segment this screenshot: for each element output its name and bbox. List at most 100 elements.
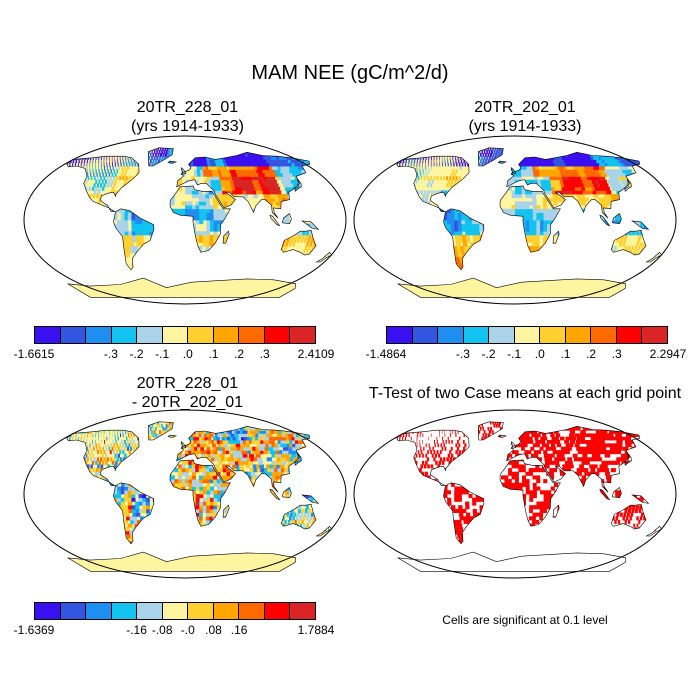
panel-2-title: 20TR_202_01 (yrs 1914-1933)	[350, 98, 700, 136]
panel-2-title-line2: (yrs 1914-1933)	[468, 118, 582, 135]
coastline-madagascar	[222, 230, 230, 244]
colorbar-3-swatch	[213, 603, 240, 619]
coastline-great-britain	[510, 441, 517, 449]
colorbar-1-swatch	[290, 327, 316, 343]
coastline-eurasia	[176, 425, 311, 493]
panel-1-title-line1: 20TR_228_01	[136, 99, 239, 116]
map-border	[23, 409, 347, 579]
colorbar-1-swatch	[60, 327, 87, 343]
coastline-greenland	[477, 147, 504, 167]
coastline-sumatra	[269, 214, 281, 227]
coastline-south-america	[443, 208, 485, 271]
coastline-north-america	[396, 155, 470, 212]
coastline-eurasia	[506, 151, 641, 219]
map-border	[23, 135, 347, 305]
colorbar-2-swatch	[591, 327, 617, 343]
map-border	[353, 409, 677, 579]
colorbar-1-labels-tick: -.1	[155, 347, 170, 361]
coastline-antarctica	[397, 551, 627, 572]
coastline-antarctica	[67, 277, 297, 298]
colorbar-2-labels-tick: -.2	[481, 347, 496, 361]
colorbar-1-swatch	[35, 327, 61, 343]
colorbar-2-swatch	[642, 327, 668, 343]
coastline-eurasia	[506, 425, 641, 493]
coastline-eurasia	[176, 151, 311, 219]
colorbar-3-swatch	[111, 603, 138, 619]
colorbar-2-labels-tick: .1	[560, 347, 571, 361]
colorbar-2-swatch	[489, 327, 515, 343]
colorbar-1-labels-tick: -.2	[129, 347, 144, 361]
coastline-africa	[499, 185, 561, 253]
coastline-greenland	[147, 421, 174, 441]
colorbar-1-swatch	[213, 327, 240, 343]
panel-3-title-line2: - 20TR_202_01	[131, 394, 244, 411]
colorbar-1-labels: -1.6615 -.3 -.2 -.1 .0 .1 .2 .3 2.4109	[14, 347, 335, 361]
coastline-madagascar	[552, 504, 560, 518]
coastline-borneo	[282, 487, 292, 499]
colorbar-1-swatch	[86, 327, 112, 343]
colorbar-3-labels-tick: -.16	[126, 623, 147, 637]
colorbar-1-swatch	[137, 327, 163, 343]
colorbar-3-labels-tick: .08	[205, 623, 222, 637]
coastline-australia	[280, 229, 317, 256]
coastline-australia	[610, 229, 647, 256]
coastline-africa	[169, 185, 231, 253]
colorbar-1-labels-tick: .2	[234, 347, 245, 361]
colorbar-1-labels-tick: .3	[259, 347, 270, 361]
colorbar-2-swatch	[540, 327, 566, 343]
panel-3-title: 20TR_228_01 - 20TR_202_01	[25, 374, 350, 412]
coastline-south-america	[113, 208, 155, 271]
colorbar-2-labels-tick: .2	[586, 347, 597, 361]
colorbar-1-swatch	[264, 327, 291, 343]
coastline-new-guinea	[631, 220, 650, 230]
colorbar-2-labels-tick: -1.4864	[365, 347, 407, 361]
map-border	[353, 135, 677, 305]
coastline-greenland	[477, 421, 504, 441]
coastline-australia	[280, 503, 317, 530]
coastline-japan	[624, 177, 632, 192]
colorbar-3-swatch	[239, 603, 265, 619]
coastline-japan	[294, 177, 302, 192]
colorbar-2-labels-tick: -.1	[507, 347, 522, 361]
colorbar-3-labels-tick: -.0	[180, 623, 195, 637]
colorbar-1	[34, 326, 316, 344]
significance-note: Cells are significant at 0.1 level	[442, 613, 608, 627]
colorbar-3-swatch	[188, 603, 214, 619]
colorbar-3-labels: -1.6369 -.16 -.08 -.0 .08 .16 1.7884	[14, 623, 335, 637]
colorbar-1-swatch	[162, 327, 189, 343]
coastline-south-america	[443, 482, 485, 545]
coastline-australia	[610, 503, 647, 530]
coastline-new-guinea	[301, 494, 320, 504]
map-panel-1	[23, 135, 347, 305]
colorbar-3-labels-tick: -.08	[151, 623, 173, 637]
coastline-new-guinea	[301, 220, 320, 230]
coastline-africa	[169, 459, 231, 527]
coastline-sumatra	[599, 488, 611, 501]
colorbar-3-swatch	[137, 603, 163, 619]
coastline-greenland	[147, 147, 174, 167]
colorbar-3-labels-tick: -1.6369	[13, 623, 55, 637]
colorbar-3-swatch	[162, 603, 189, 619]
colorbar-1-labels-tick: -1.6615	[13, 347, 55, 361]
colorbar-2-swatch	[514, 327, 541, 343]
colorbar-3-swatch	[264, 603, 291, 619]
coastline-antarctica	[397, 277, 627, 298]
coastline-borneo	[282, 213, 292, 225]
coastline-antarctica	[67, 551, 297, 572]
map-panel-4	[353, 409, 677, 579]
colorbar-2-labels-tick: 2.2947	[649, 347, 687, 361]
colorbar-1-labels-tick: .0	[182, 347, 193, 361]
panel-2-title-line1: 20TR_202_01	[474, 99, 576, 116]
panel-4-title: T-Test of two Case means at each grid po…	[355, 384, 695, 403]
colorbar-3-swatch	[35, 603, 61, 619]
colorbar-2-swatch	[387, 327, 413, 343]
panel-4-title-line1: T-Test of two Case means at each grid po…	[368, 385, 682, 402]
colorbar-3-labels-tick: 1.7884	[297, 623, 335, 637]
coastline-iceland	[167, 160, 178, 164]
colorbar-2-swatch	[616, 327, 643, 343]
colorbar-2-swatch	[412, 327, 439, 343]
colorbar-2-swatch	[438, 327, 464, 343]
colorbar-3-swatch	[86, 603, 112, 619]
coastline-sumatra	[599, 214, 611, 227]
coastline-north-america	[66, 155, 140, 212]
